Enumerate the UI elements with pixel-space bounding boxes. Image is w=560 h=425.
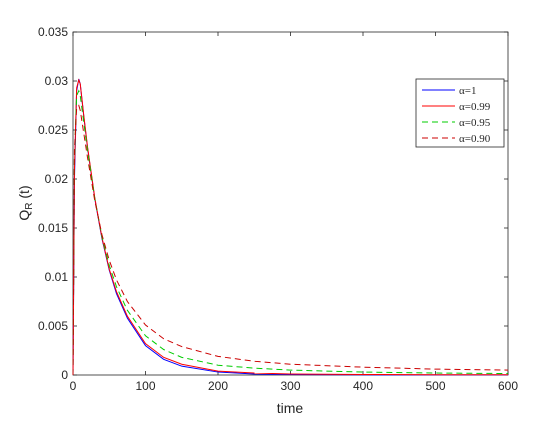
ticks-group: 0 100 200 300 400 500 600 0 0.005 0.01 0.015 0.02 0.… <box>38 25 518 393</box>
x-tick-label: 200 <box>208 379 228 393</box>
y-tick-label: 0 <box>61 368 68 382</box>
y-tick-label: 0.035 <box>38 25 68 39</box>
legend-label-1: α=0.99 <box>459 101 491 113</box>
y-axis-label: QR (t) <box>16 185 35 220</box>
legend-label-0: α=1 <box>459 85 476 97</box>
x-tick-label: 400 <box>353 379 373 393</box>
series-line-1 <box>72 78 509 376</box>
x-tick-label: 300 <box>280 379 300 393</box>
y-tick-label: 0.015 <box>38 221 68 235</box>
x-tick-label: 0 <box>70 379 77 393</box>
y-axis-label-main: Q <box>16 210 32 221</box>
series-group <box>72 78 509 376</box>
series-line-3 <box>72 104 509 376</box>
y-tick-label: 0.01 <box>45 270 69 284</box>
x-tick-label: 500 <box>425 379 445 393</box>
y-axis-label-sub: R <box>24 202 35 209</box>
legend-label-2: α=0.95 <box>459 117 491 129</box>
y-tick-label: 0.02 <box>45 172 69 186</box>
series-line-2 <box>72 89 509 376</box>
x-tick-label: 100 <box>135 379 155 393</box>
y-axis-label-suffix: (t) <box>16 185 32 202</box>
y-tick-label: 0.025 <box>38 123 68 137</box>
y-tick-label: 0.005 <box>38 319 68 333</box>
y-tick-label: 0.03 <box>45 74 69 88</box>
x-axis-label: time <box>277 400 304 416</box>
legend: α=1 α=0.99 α=0.95 α=0.90 <box>415 78 505 148</box>
legend-label-3: α=0.90 <box>459 133 491 145</box>
x-tick-label: 600 <box>498 379 518 393</box>
